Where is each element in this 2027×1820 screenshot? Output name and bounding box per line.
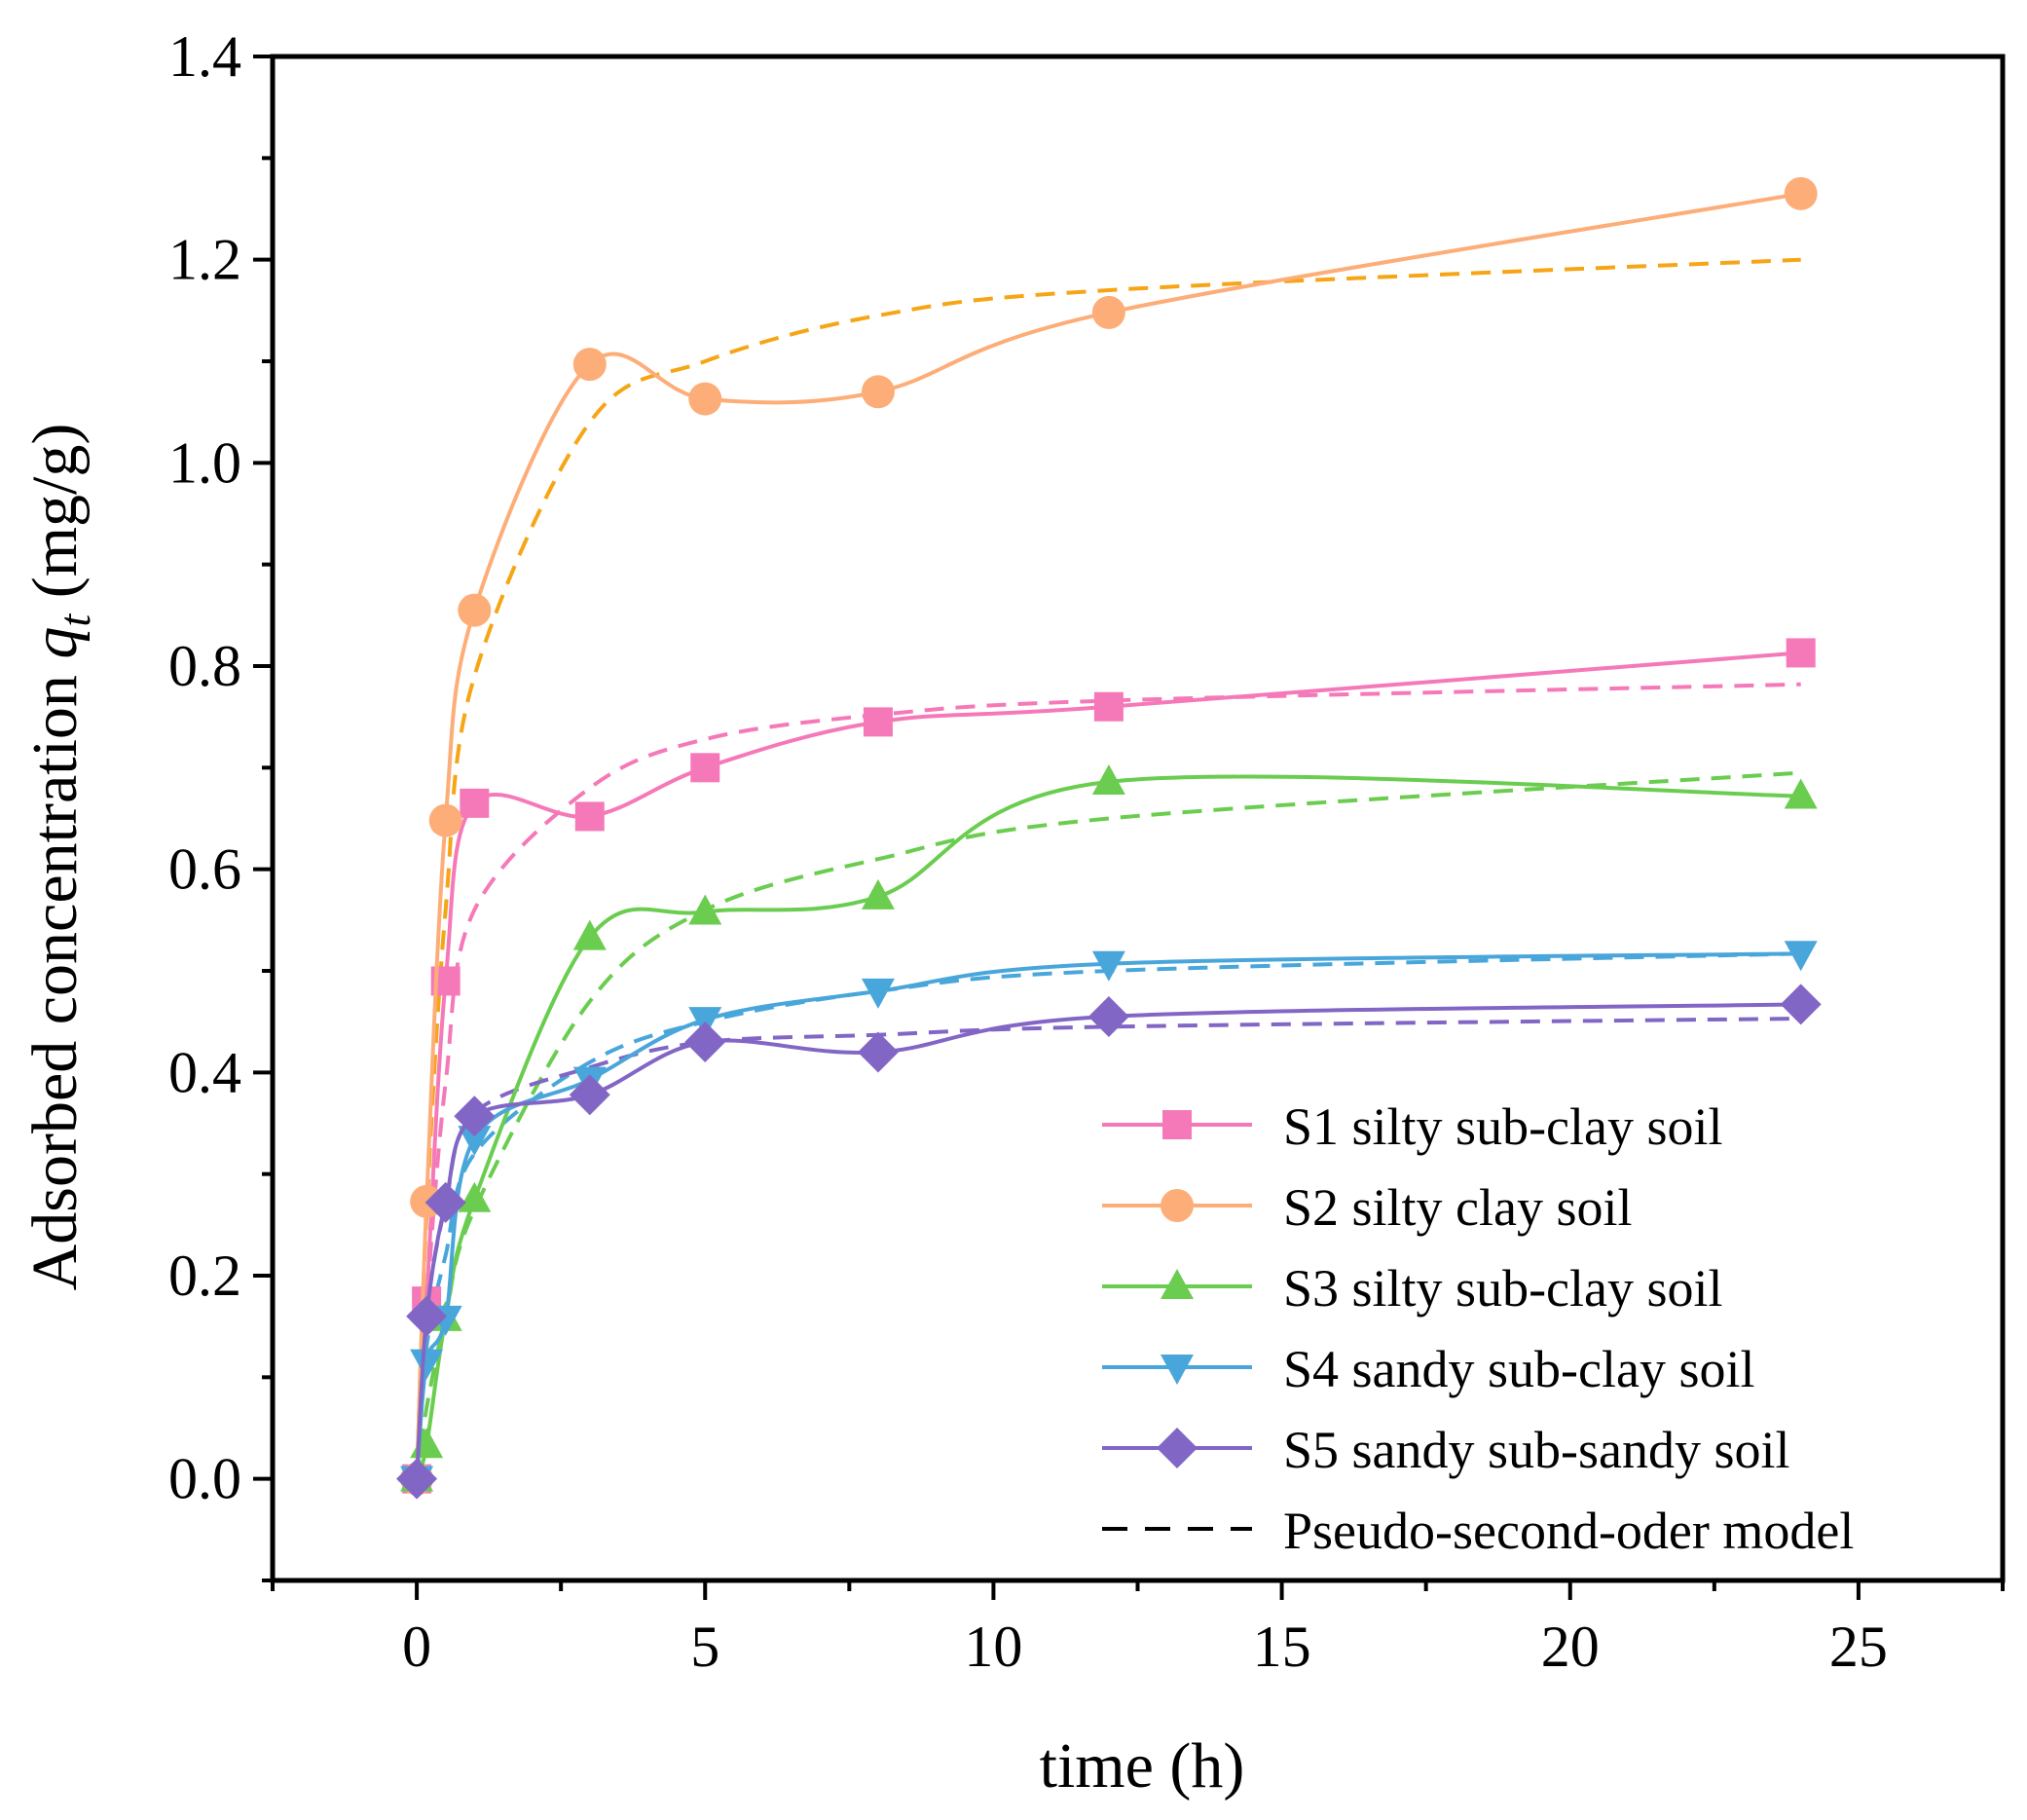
axes: 0 5 10 15 20 25 0.0 0.2 0.4 0.6 0.8 1.0 1.2 1.4 bbox=[168, 24, 2006, 1679]
series-line-s4 bbox=[415, 951, 1801, 1479]
data-point bbox=[1091, 763, 1125, 795]
data-point bbox=[1093, 691, 1124, 722]
legend-label: S3 silty sub-clay soil bbox=[1283, 1259, 1723, 1318]
data-point bbox=[458, 593, 492, 627]
y-tick-label: 0.2 bbox=[168, 1244, 241, 1308]
legend-label: S2 silty clay soil bbox=[1283, 1178, 1633, 1237]
data-point bbox=[424, 1181, 466, 1223]
model-curve-s5 bbox=[415, 1017, 1801, 1479]
y-tick-label: 1.0 bbox=[168, 430, 241, 495]
legend-marker bbox=[1162, 1110, 1192, 1139]
model-curve-s4 bbox=[415, 951, 1801, 1479]
y-tick-label: 0.0 bbox=[168, 1447, 241, 1511]
data-point bbox=[1091, 950, 1125, 982]
data-point bbox=[861, 878, 895, 910]
data-point bbox=[1784, 778, 1818, 809]
x-tick-label: 15 bbox=[1253, 1615, 1311, 1679]
y-tick-label: 0.4 bbox=[168, 1040, 241, 1104]
x-axis-label: time (h) bbox=[1040, 1730, 1245, 1801]
data-point bbox=[1091, 295, 1125, 329]
data-point bbox=[863, 707, 893, 737]
legend: S1 silty sub-clay soil S2 silty clay soil… bbox=[1102, 1097, 1854, 1560]
data-point bbox=[396, 1458, 438, 1500]
legend-marker bbox=[1157, 1428, 1198, 1468]
data-point bbox=[406, 1295, 448, 1337]
data-point bbox=[861, 978, 895, 1009]
x-tick-label: 20 bbox=[1541, 1615, 1600, 1679]
data-point bbox=[1087, 995, 1129, 1037]
y-tick-label: 1.2 bbox=[168, 228, 241, 292]
series-line-s5 bbox=[415, 1002, 1801, 1479]
data-point bbox=[1784, 941, 1818, 972]
data-point bbox=[410, 1428, 444, 1459]
y-tick-label: 0.8 bbox=[168, 634, 241, 698]
data-point bbox=[684, 1021, 726, 1063]
data-point bbox=[1786, 638, 1816, 668]
data-point bbox=[458, 1126, 492, 1157]
data-series bbox=[396, 176, 1822, 1500]
data-point bbox=[688, 894, 722, 925]
data-point bbox=[454, 1096, 496, 1137]
data-point bbox=[458, 1181, 492, 1212]
x-tick-label: 5 bbox=[690, 1615, 719, 1679]
data-point bbox=[690, 753, 720, 783]
legend-marker bbox=[1161, 1355, 1194, 1385]
legend-label: S5 sandy sub-sandy soil bbox=[1283, 1421, 1790, 1479]
series-s5 bbox=[396, 984, 1822, 1500]
data-point bbox=[428, 803, 462, 837]
data-point bbox=[572, 348, 607, 382]
data-point bbox=[574, 801, 605, 832]
y-tick-label: 1.4 bbox=[168, 24, 241, 89]
legend-marker bbox=[1161, 1189, 1194, 1222]
data-point bbox=[460, 788, 490, 818]
legend-label: S1 silty sub-clay soil bbox=[1283, 1097, 1723, 1156]
data-point bbox=[569, 1074, 610, 1116]
data-point bbox=[688, 382, 722, 416]
data-point bbox=[1780, 984, 1822, 1025]
series-line-s1 bbox=[415, 650, 1801, 1479]
x-tick-label: 10 bbox=[964, 1615, 1022, 1679]
y-tick-label: 0.6 bbox=[168, 837, 241, 902]
data-point bbox=[1784, 176, 1818, 210]
legend-marker bbox=[1161, 1269, 1194, 1299]
y-axis-label: Adsorbed concentration qt (mg/g) bbox=[19, 424, 99, 1291]
data-point bbox=[410, 1349, 444, 1380]
data-point bbox=[572, 919, 607, 950]
legend-label: S4 sandy sub-clay soil bbox=[1283, 1340, 1754, 1398]
data-point bbox=[861, 375, 895, 409]
x-tick-label: 0 bbox=[402, 1615, 431, 1679]
x-tick-label: 25 bbox=[1829, 1615, 1888, 1679]
legend-label-model: Pseudo-second-oder model bbox=[1283, 1502, 1854, 1560]
data-point bbox=[857, 1031, 899, 1073]
series-s2 bbox=[400, 176, 1818, 1496]
